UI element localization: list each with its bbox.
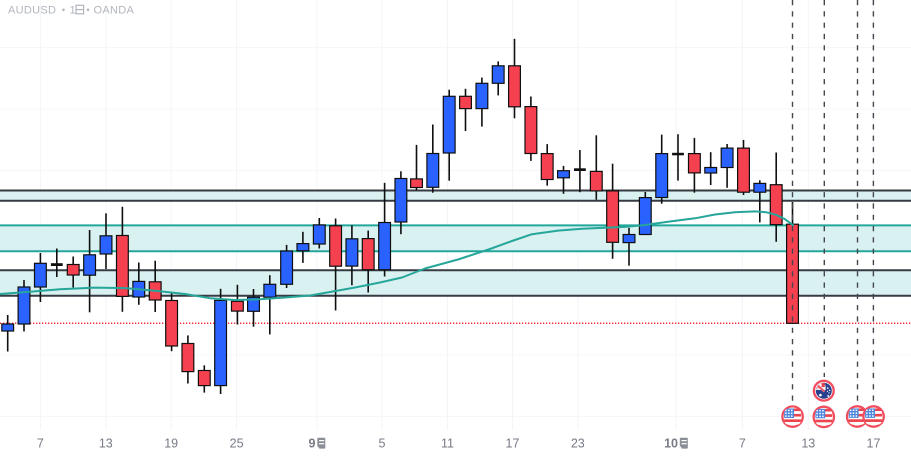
svg-text:OANDA: OANDA — [94, 5, 135, 17]
svg-text:25: 25 — [230, 437, 244, 451]
svg-text:AUDUSD: AUDUSD — [8, 5, 56, 17]
svg-text:7: 7 — [37, 437, 44, 451]
svg-text:7: 7 — [739, 437, 746, 451]
svg-text:19: 19 — [164, 437, 178, 451]
svg-text:5: 5 — [379, 437, 386, 451]
svg-text:10: 10 — [664, 437, 678, 451]
svg-text:13: 13 — [801, 437, 815, 451]
svg-text:11: 11 — [441, 437, 454, 451]
svg-text:9: 9 — [309, 437, 316, 451]
svg-text:1: 1 — [70, 5, 76, 17]
svg-text:23: 23 — [571, 437, 585, 451]
svg-text:17: 17 — [867, 437, 881, 451]
svg-text:13: 13 — [99, 437, 113, 451]
svg-text:17: 17 — [506, 437, 520, 451]
